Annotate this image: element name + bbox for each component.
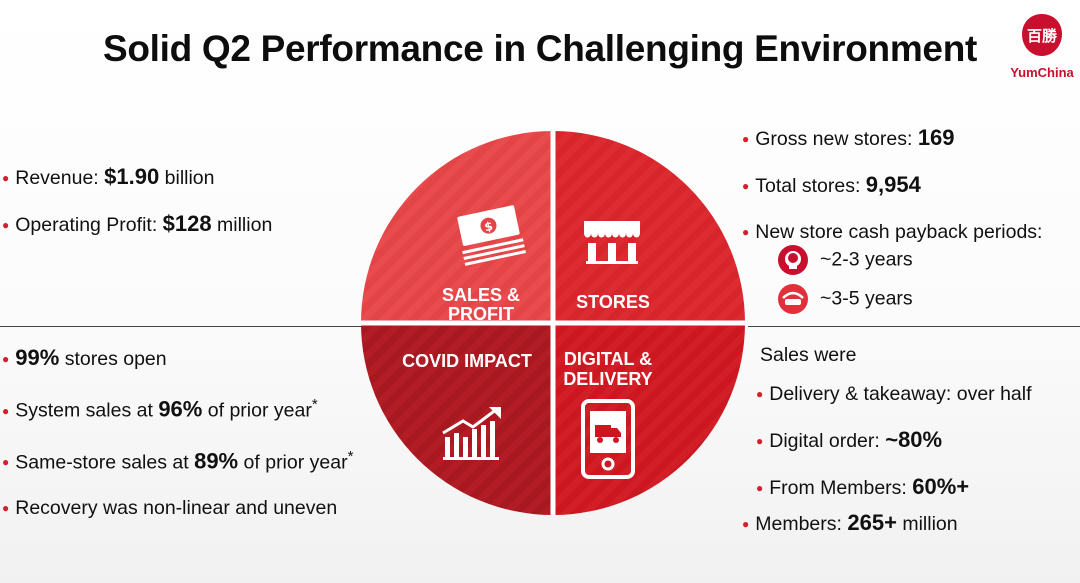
list-item: ● Total stores: 9,954 bbox=[742, 163, 1042, 210]
item-suffix: stores open bbox=[59, 348, 167, 370]
logo-text: YumChina bbox=[1010, 65, 1074, 80]
item-label: From Members: bbox=[769, 477, 913, 499]
bullet-icon: ● bbox=[742, 225, 750, 239]
item-label: Digital order: bbox=[769, 430, 886, 452]
item-label: Revenue: bbox=[15, 167, 105, 189]
sales-profit-list: ● Revenue: $1.90 billion ● Operating Profi… bbox=[2, 155, 272, 249]
digital-sublist: ● Delivery & takeaway: over half ● Digital… bbox=[756, 372, 1032, 512]
phone-delivery-icon bbox=[581, 399, 635, 479]
money-stack-icon: $ bbox=[457, 205, 526, 266]
item-label: Recovery was non-linear and uneven bbox=[15, 497, 338, 519]
item-suffix: of prior year bbox=[202, 399, 312, 422]
bullet-icon: ● bbox=[2, 218, 10, 232]
footnote-marker: * bbox=[311, 396, 318, 413]
quadrant-sales-profit bbox=[361, 131, 553, 323]
slide-title: Solid Q2 Performance in Challenging Envi… bbox=[102, 28, 978, 69]
list-item: ● Recovery was non-linear and uneven bbox=[2, 486, 353, 532]
stores-list: ● Gross new stores: 169 ● Total stores: 9,… bbox=[742, 116, 1042, 256]
seal-glyph: 百勝 bbox=[1027, 27, 1058, 45]
item-value: 60%+ bbox=[912, 474, 970, 499]
bullet-icon: ● bbox=[2, 501, 10, 515]
list-item: ● Same-store sales at 89% of prior year* bbox=[2, 435, 353, 487]
label-digital-line1: DIGITAL & bbox=[564, 349, 652, 369]
quadrant-circle: $ SALES & PROFIT STORES COVID IMPACT DIG… bbox=[361, 131, 745, 515]
item-label: Delivery & takeaway: over half bbox=[769, 383, 1032, 405]
payback-kfc-text: ~2-3 years bbox=[820, 248, 913, 271]
svg-text:$: $ bbox=[483, 219, 494, 234]
list-item: ● New store cash payback periods: bbox=[742, 210, 1042, 256]
item-value: 99% bbox=[15, 345, 60, 370]
bullet-icon: ● bbox=[756, 387, 764, 401]
list-item: ● Digital order: ~80% bbox=[756, 418, 1032, 465]
list-item: ● From Members: 60%+ bbox=[756, 465, 1032, 512]
list-item: ● 99% stores open bbox=[2, 336, 353, 383]
item-value: ~80% bbox=[885, 427, 943, 452]
payback-kfc: ~2-3 years bbox=[778, 245, 913, 275]
item-value: $128 bbox=[162, 211, 212, 236]
item-suffix: million bbox=[211, 214, 273, 236]
payback-pizza-hut: ~3-5 years bbox=[778, 284, 913, 314]
item-value: 9,954 bbox=[865, 172, 921, 197]
members-item: ● Members: 265+ million bbox=[742, 501, 958, 548]
quadrant-stores bbox=[553, 131, 745, 323]
list-item: ● Revenue: $1.90 billion bbox=[2, 155, 272, 202]
digital-intro: Sales were bbox=[760, 344, 857, 366]
item-label: Total stores: bbox=[755, 175, 866, 197]
covid-list: ● 99% stores open ● System sales at 96% of… bbox=[2, 336, 353, 532]
list-item: ● Delivery & takeaway: over half bbox=[756, 372, 1032, 418]
yumchina-logo: 百勝 YumChina bbox=[1008, 12, 1076, 86]
list-item: ● Members: 265+ million bbox=[742, 501, 958, 548]
bullet-icon: ● bbox=[742, 179, 750, 193]
item-value: 89% bbox=[194, 448, 239, 473]
bullet-icon: ● bbox=[2, 455, 10, 469]
list-item: ● Operating Profit: $128 million bbox=[2, 202, 272, 249]
item-label: System sales at bbox=[15, 399, 159, 422]
item-label: Operating Profit: bbox=[15, 214, 163, 236]
item-suffix: million bbox=[896, 513, 958, 535]
list-item: ● System sales at 96% of prior year* bbox=[2, 383, 353, 435]
item-label: Gross new stores: bbox=[755, 128, 918, 150]
item-label: Same-store sales at bbox=[15, 451, 195, 473]
payback-pizza-hut-text: ~3-5 years bbox=[820, 287, 913, 310]
kfc-logo-icon bbox=[778, 245, 808, 275]
quadrant-digital-delivery bbox=[553, 323, 745, 515]
bullet-icon: ● bbox=[756, 434, 764, 448]
bullet-icon: ● bbox=[2, 403, 10, 418]
label-sales-line2: PROFIT bbox=[448, 304, 514, 324]
yumchina-seal-icon: 百勝 bbox=[1022, 14, 1062, 56]
storefront-icon bbox=[584, 221, 640, 264]
bullet-icon: ● bbox=[742, 132, 750, 146]
pizza-hut-logo-icon bbox=[778, 284, 808, 314]
growth-chart-icon bbox=[442, 407, 501, 460]
item-value: 265+ bbox=[847, 510, 897, 535]
divider-left bbox=[0, 326, 362, 327]
bullet-icon: ● bbox=[756, 481, 764, 495]
item-label: Members: bbox=[755, 513, 848, 535]
label-covid: COVID IMPACT bbox=[402, 351, 532, 371]
label-digital-line2: DELIVERY bbox=[563, 369, 652, 389]
item-suffix: of prior year bbox=[238, 451, 348, 473]
list-item: ● Gross new stores: 169 bbox=[742, 116, 1042, 163]
item-value: 169 bbox=[917, 125, 955, 150]
bullet-icon: ● bbox=[742, 517, 750, 531]
bullet-icon: ● bbox=[2, 171, 10, 185]
label-stores: STORES bbox=[576, 292, 650, 312]
item-label: New store cash payback periods: bbox=[755, 221, 1043, 243]
item-suffix: billion bbox=[159, 167, 215, 189]
footnote-marker: * bbox=[347, 447, 354, 465]
label-sales-line1: SALES & bbox=[442, 285, 520, 305]
item-value: $1.90 bbox=[104, 164, 160, 189]
quadrant-covid-impact bbox=[361, 323, 553, 515]
divider-right bbox=[748, 326, 1080, 327]
bullet-icon: ● bbox=[2, 352, 10, 366]
item-value: 96% bbox=[158, 396, 203, 422]
